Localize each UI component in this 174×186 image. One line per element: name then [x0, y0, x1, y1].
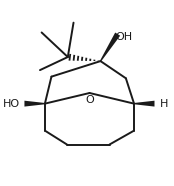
- Text: HO: HO: [2, 99, 19, 109]
- Polygon shape: [100, 33, 120, 61]
- Text: OH: OH: [115, 32, 132, 41]
- Text: H: H: [159, 99, 168, 109]
- Polygon shape: [25, 101, 45, 107]
- Polygon shape: [134, 101, 155, 107]
- Text: O: O: [85, 95, 94, 105]
